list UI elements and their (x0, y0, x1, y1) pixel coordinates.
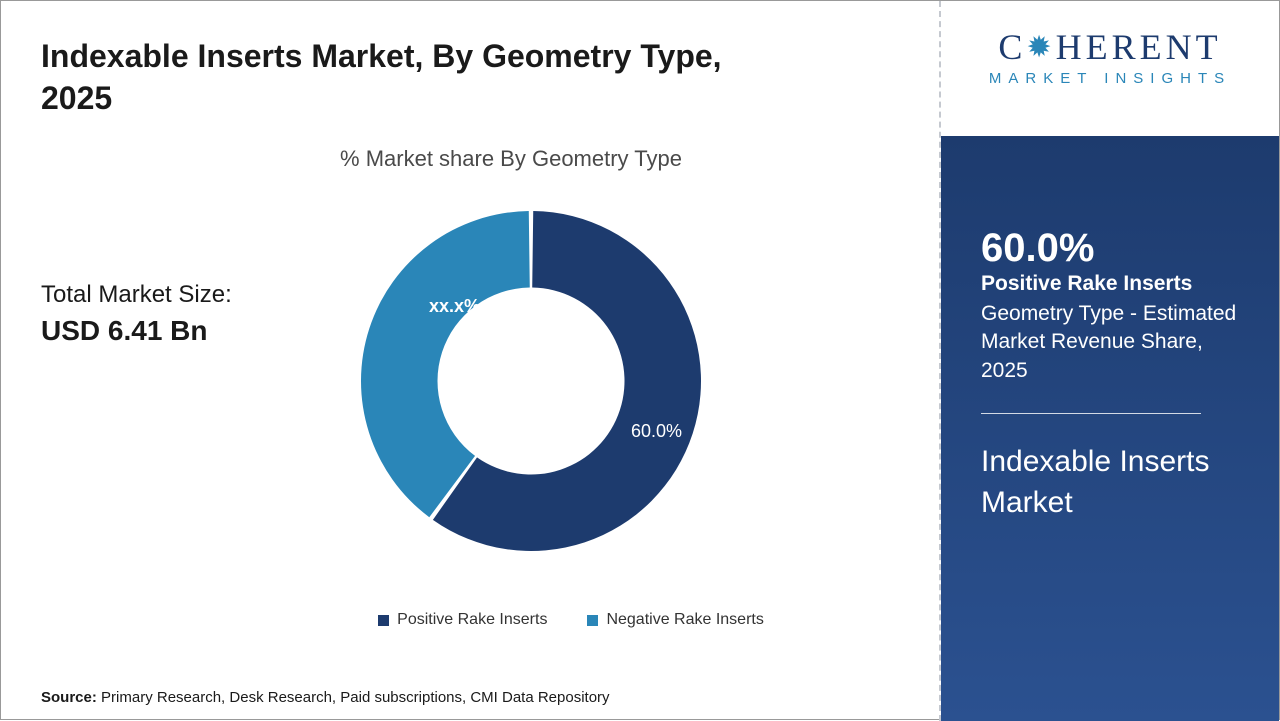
source-prefix: Source: (41, 689, 97, 706)
legend-label: Positive Rake Inserts (397, 611, 547, 629)
logo-pre: C (998, 27, 1026, 67)
slice-label-positive: 60.0% (631, 421, 682, 442)
market-size-label: Total Market Size: (41, 281, 232, 309)
market-size-value: USD 6.41 Bn (41, 315, 208, 347)
divider (981, 413, 1201, 414)
slice-label-negative: xx.x% (429, 296, 480, 317)
legend-item: Negative Rake Inserts (587, 611, 763, 629)
stat-description: Geometry Type - Estimated Market Revenue… (981, 300, 1239, 385)
logo-post: HERENT (1056, 27, 1222, 67)
brand-logo: C✹HERENT MARKET INSIGHTS (961, 26, 1259, 87)
main-content: Indexable Inserts Market, By Geometry Ty… (1, 1, 941, 721)
stat-category: Positive Rake Inserts (981, 272, 1239, 296)
logo-subtitle: MARKET INSIGHTS (961, 70, 1259, 87)
stat-percentage: 60.0% (981, 226, 1239, 270)
legend-swatch-icon (587, 615, 598, 626)
page-title: Indexable Inserts Market, By Geometry Ty… (41, 36, 741, 119)
source-citation: Source: Primary Research, Desk Research,… (41, 689, 610, 706)
legend-item: Positive Rake Inserts (378, 611, 547, 629)
donut-chart (341, 191, 721, 571)
legend-swatch-icon (378, 615, 389, 626)
right-column: C✹HERENT MARKET INSIGHTS 60.0% Positive … (939, 1, 1279, 721)
chart-legend: Positive Rake Inserts Negative Rake Inse… (321, 611, 821, 629)
logo-wordmark: C✹HERENT (961, 26, 1259, 68)
chart-title: % Market share By Geometry Type (261, 146, 761, 172)
legend-label: Negative Rake Inserts (606, 611, 763, 629)
source-text: Primary Research, Desk Research, Paid su… (101, 689, 610, 706)
market-name: Indexable Inserts Market (981, 442, 1239, 523)
stats-side-panel: 60.0% Positive Rake Inserts Geometry Typ… (941, 136, 1279, 721)
logo-globe-icon: ✹ (1026, 31, 1055, 64)
